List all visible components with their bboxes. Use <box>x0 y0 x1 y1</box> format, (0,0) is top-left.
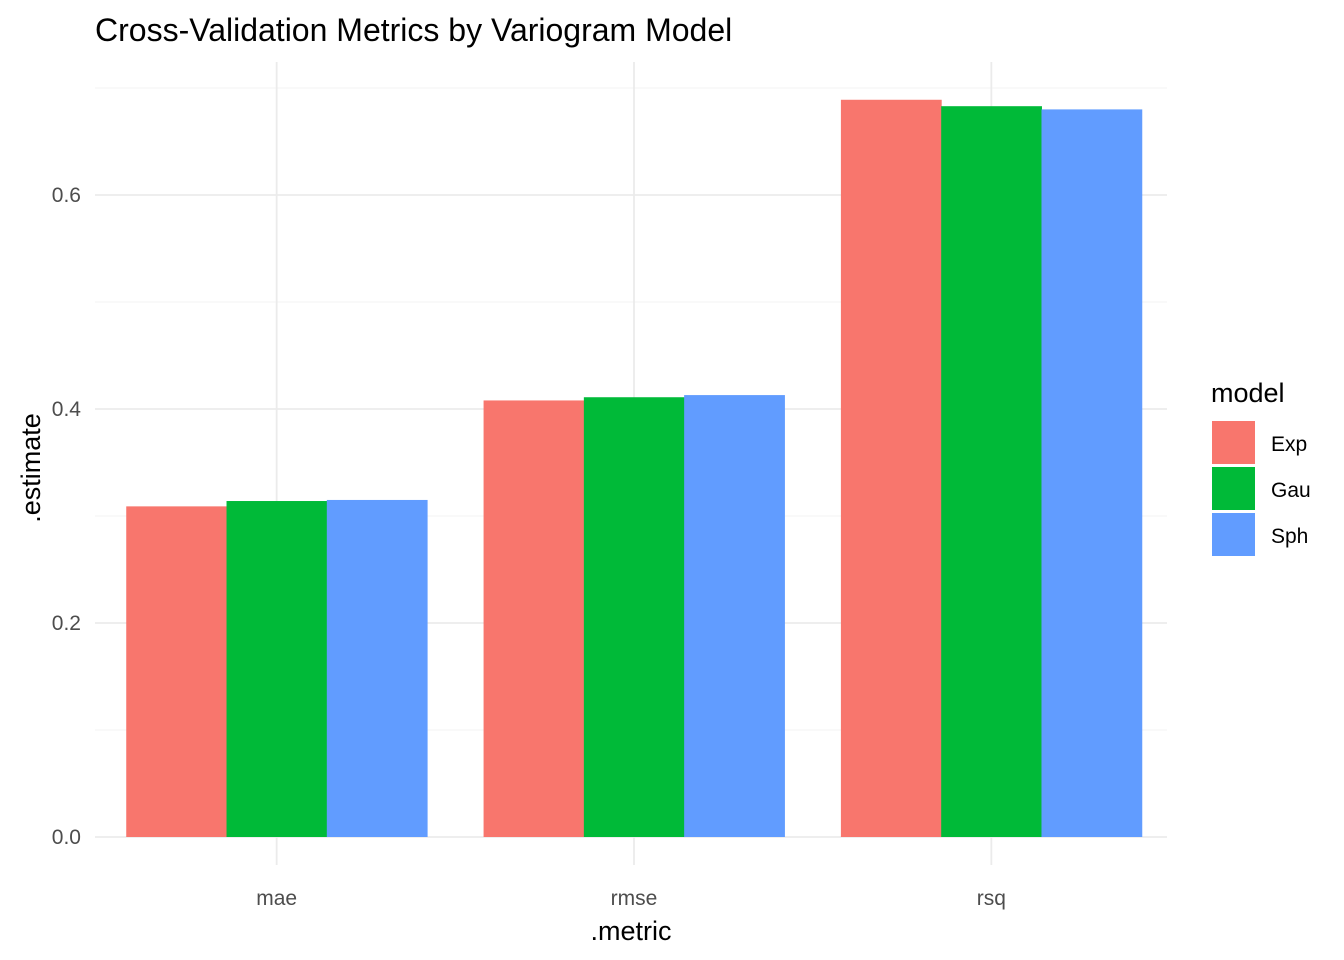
legend-key-gau <box>1212 467 1255 510</box>
bar-mae-exp <box>126 506 228 837</box>
legend-title: model <box>1211 378 1285 408</box>
y-tick-label: 0.2 <box>52 612 81 635</box>
legend-label: Gau <box>1271 479 1311 502</box>
bar-mae-sph <box>326 499 428 837</box>
x-axis-ticks: mae rmse rsq <box>256 887 1006 910</box>
legend-label: Exp <box>1271 433 1307 456</box>
x-axis-title: .metric <box>591 916 672 946</box>
y-axis-ticks: 0.0 0.2 0.4 0.6 <box>52 184 82 849</box>
legend-label: Sph <box>1271 525 1308 548</box>
legend-key-sph <box>1212 513 1255 556</box>
legend: model Exp Gau Sph <box>1211 378 1311 556</box>
bar-rmse-sph <box>684 395 785 837</box>
chart-title: Cross-Validation Metrics by Variogram Mo… <box>95 12 732 48</box>
bar-rsq-sph <box>1041 109 1143 837</box>
x-tick-label: rmse <box>611 887 658 910</box>
x-tick-label: rsq <box>977 887 1006 910</box>
bar-rsq-exp <box>840 99 942 837</box>
y-tick-label: 0.0 <box>52 826 81 849</box>
bars <box>126 99 1143 837</box>
x-tick-label: mae <box>256 887 297 910</box>
y-axis-title: .estimate <box>16 413 46 523</box>
bar-mae-gau <box>226 501 328 837</box>
y-tick-label: 0.6 <box>52 184 81 207</box>
bar-rsq-gau <box>941 106 1042 837</box>
legend-key-exp <box>1212 421 1255 464</box>
bar-rmse-gau <box>583 397 685 837</box>
y-tick-label: 0.4 <box>52 398 82 421</box>
bar-rmse-exp <box>483 400 585 837</box>
